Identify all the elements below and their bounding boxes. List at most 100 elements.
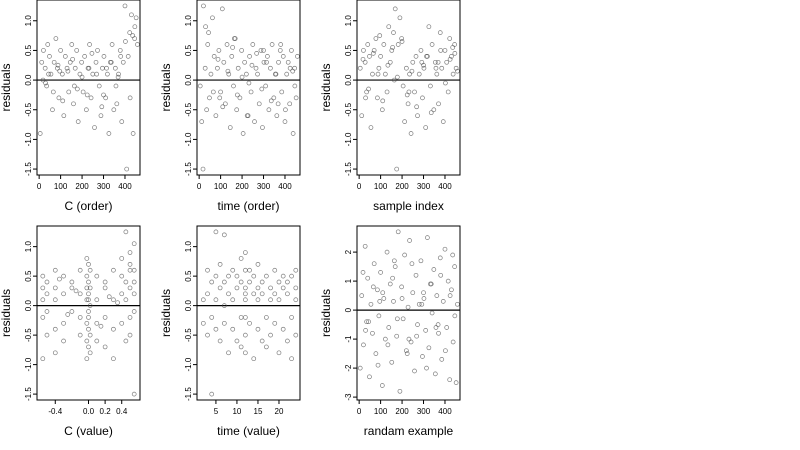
data-point [273, 71, 279, 77]
data-point [87, 303, 93, 308]
data-point [69, 42, 75, 47]
data-point [424, 365, 429, 371]
data-point [247, 267, 252, 273]
data-point [94, 273, 100, 279]
y-axis-label: residuals [0, 63, 13, 111]
data-point [250, 42, 256, 47]
data-point [440, 299, 446, 304]
data-point [434, 71, 440, 77]
data-point [433, 65, 439, 71]
data-point [218, 89, 223, 95]
x-axis-label: sample index [373, 199, 444, 213]
data-point [394, 316, 400, 322]
data-point [242, 350, 248, 356]
data-point [289, 315, 294, 320]
data-point [371, 261, 377, 267]
data-point [69, 285, 75, 291]
data-point [44, 83, 50, 89]
x-tick-label: 0.0 [83, 407, 95, 416]
data-point [364, 319, 370, 325]
data-point [450, 71, 456, 77]
data-point [79, 74, 85, 80]
data-point [197, 83, 203, 89]
data-point [86, 291, 91, 297]
data-point [246, 80, 252, 86]
y-tick-label: -0.5 [24, 328, 33, 342]
data-point [226, 350, 231, 356]
data-point [409, 68, 415, 74]
data-point [115, 74, 121, 80]
x-tick-label: -0.4 [48, 407, 62, 416]
x-axis-label: time (order) [217, 199, 279, 213]
data-point [40, 77, 46, 83]
data-point [226, 273, 231, 279]
y-tick-label: -1.0 [184, 132, 193, 146]
data-point [66, 89, 72, 95]
data-point [421, 62, 426, 68]
data-point [211, 54, 217, 59]
data-point [77, 332, 83, 338]
data-point [370, 51, 376, 56]
data-point [424, 54, 429, 59]
data-point [111, 356, 116, 362]
data-point [432, 59, 438, 65]
data-point [382, 71, 388, 77]
data-point [207, 95, 212, 101]
data-point [65, 312, 71, 317]
data-point [230, 45, 235, 50]
data-point [101, 54, 107, 59]
data-point [84, 256, 90, 261]
data-point [261, 59, 267, 65]
data-point [283, 107, 288, 113]
data-point [394, 333, 400, 339]
data-point [450, 45, 456, 50]
y-tick-label: -1.5 [24, 387, 33, 401]
data-point [414, 104, 420, 110]
data-point [39, 59, 45, 65]
data-point [47, 54, 52, 59]
data-point [127, 315, 133, 320]
plot-frame [36, 225, 141, 401]
data-point [419, 301, 425, 307]
data-point [45, 42, 51, 47]
data-point [244, 71, 249, 77]
data-point [242, 59, 247, 65]
data-point [112, 65, 118, 71]
data-point [360, 56, 366, 62]
data-point [357, 365, 363, 371]
data-point [375, 287, 380, 293]
data-point [392, 6, 398, 12]
y-axis-label: residuals [319, 63, 333, 111]
data-point [80, 89, 86, 95]
data-point [402, 119, 407, 124]
data-point [438, 48, 444, 53]
data-point [431, 267, 437, 272]
x-tick-label: 0.2 [100, 407, 112, 416]
data-point [452, 264, 457, 269]
data-point [413, 272, 419, 278]
data-point [420, 95, 425, 101]
data-point [259, 279, 265, 285]
y-tick-label: 0.5 [184, 270, 193, 282]
data-point [362, 243, 368, 249]
y-tick-label: -1.5 [184, 387, 193, 401]
data-point [437, 30, 443, 35]
data-point [384, 89, 390, 95]
data-point [57, 276, 62, 282]
data-point [382, 336, 388, 342]
y-tick-label: 0.5 [344, 44, 353, 56]
data-point [370, 71, 375, 77]
data-point [44, 279, 50, 285]
x-tick-label: 100 [374, 407, 388, 416]
data-point [386, 325, 392, 330]
data-point [43, 80, 48, 86]
data-point [394, 166, 400, 172]
data-point [77, 315, 83, 320]
data-point [52, 326, 58, 332]
data-point [234, 338, 240, 344]
data-point [414, 333, 420, 339]
data-point [124, 166, 130, 172]
x-tick-label: 400 [118, 182, 132, 191]
scatter-panel-2: 0 100 200 300 400 -1.5 -1.0 -0.5 0.0 0.5 1.0 time (… [159, 0, 301, 213]
data-point [102, 315, 108, 320]
